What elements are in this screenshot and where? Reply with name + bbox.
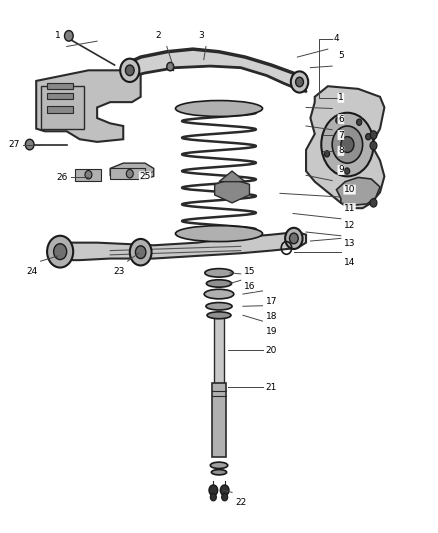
Text: 9: 9	[338, 166, 344, 174]
Circle shape	[25, 139, 34, 150]
Circle shape	[47, 236, 73, 268]
Circle shape	[291, 71, 308, 93]
Circle shape	[222, 494, 228, 501]
Ellipse shape	[212, 470, 226, 475]
Circle shape	[64, 30, 73, 41]
Circle shape	[209, 485, 218, 496]
Text: 3: 3	[199, 31, 205, 41]
Circle shape	[357, 119, 362, 125]
Circle shape	[125, 65, 134, 76]
Polygon shape	[336, 177, 380, 206]
Circle shape	[321, 113, 374, 176]
Ellipse shape	[204, 289, 234, 299]
Ellipse shape	[176, 225, 262, 241]
FancyBboxPatch shape	[212, 383, 226, 457]
Text: 23: 23	[113, 268, 124, 276]
Circle shape	[290, 233, 298, 244]
Polygon shape	[306, 86, 385, 208]
Text: 5: 5	[338, 51, 344, 60]
Circle shape	[210, 494, 216, 501]
Circle shape	[336, 117, 341, 124]
Ellipse shape	[206, 303, 232, 310]
Text: 18: 18	[265, 312, 277, 321]
Text: 2: 2	[155, 31, 161, 41]
FancyBboxPatch shape	[41, 86, 84, 128]
Circle shape	[167, 62, 174, 71]
Circle shape	[296, 77, 304, 87]
Ellipse shape	[206, 280, 232, 287]
Circle shape	[325, 151, 330, 157]
FancyBboxPatch shape	[75, 169, 102, 181]
Text: 7: 7	[338, 131, 344, 140]
Polygon shape	[219, 171, 245, 182]
Polygon shape	[49, 232, 306, 260]
Text: 16: 16	[244, 282, 255, 291]
Ellipse shape	[176, 101, 262, 116]
FancyBboxPatch shape	[47, 93, 73, 100]
FancyBboxPatch shape	[214, 317, 224, 383]
Text: 10: 10	[344, 185, 355, 194]
Text: 6: 6	[338, 115, 344, 124]
Circle shape	[345, 168, 350, 174]
Text: 1: 1	[338, 93, 344, 102]
Circle shape	[135, 246, 146, 259]
PathPatch shape	[123, 49, 306, 92]
Circle shape	[120, 59, 139, 82]
FancyBboxPatch shape	[47, 107, 73, 113]
Text: 17: 17	[265, 297, 277, 306]
Polygon shape	[215, 179, 250, 203]
Polygon shape	[36, 70, 141, 142]
FancyBboxPatch shape	[47, 83, 73, 89]
Text: 27: 27	[9, 140, 20, 149]
Circle shape	[130, 239, 152, 265]
Ellipse shape	[205, 269, 233, 277]
Text: 24: 24	[26, 268, 38, 276]
Text: 1: 1	[55, 31, 61, 41]
Text: 22: 22	[235, 498, 247, 507]
Text: 26: 26	[57, 173, 68, 182]
Text: 15: 15	[244, 268, 255, 276]
Circle shape	[341, 136, 354, 152]
Text: 13: 13	[344, 239, 355, 248]
Circle shape	[220, 485, 229, 496]
Circle shape	[126, 169, 133, 178]
Text: 4: 4	[334, 34, 339, 43]
Polygon shape	[110, 163, 154, 179]
Circle shape	[370, 199, 377, 207]
Circle shape	[332, 126, 363, 163]
Ellipse shape	[210, 462, 228, 469]
Text: 21: 21	[265, 383, 277, 392]
Text: 11: 11	[344, 204, 355, 213]
Circle shape	[370, 131, 377, 139]
Text: 14: 14	[344, 258, 355, 266]
Circle shape	[366, 134, 371, 140]
Text: 19: 19	[265, 327, 277, 336]
Circle shape	[85, 171, 92, 179]
Circle shape	[370, 141, 377, 150]
FancyBboxPatch shape	[110, 168, 145, 179]
Ellipse shape	[207, 312, 231, 319]
Text: 25: 25	[139, 172, 151, 181]
Circle shape	[285, 228, 303, 249]
Text: 20: 20	[265, 346, 277, 355]
Text: 8: 8	[338, 147, 344, 156]
Circle shape	[53, 244, 67, 260]
Text: 12: 12	[344, 221, 355, 230]
